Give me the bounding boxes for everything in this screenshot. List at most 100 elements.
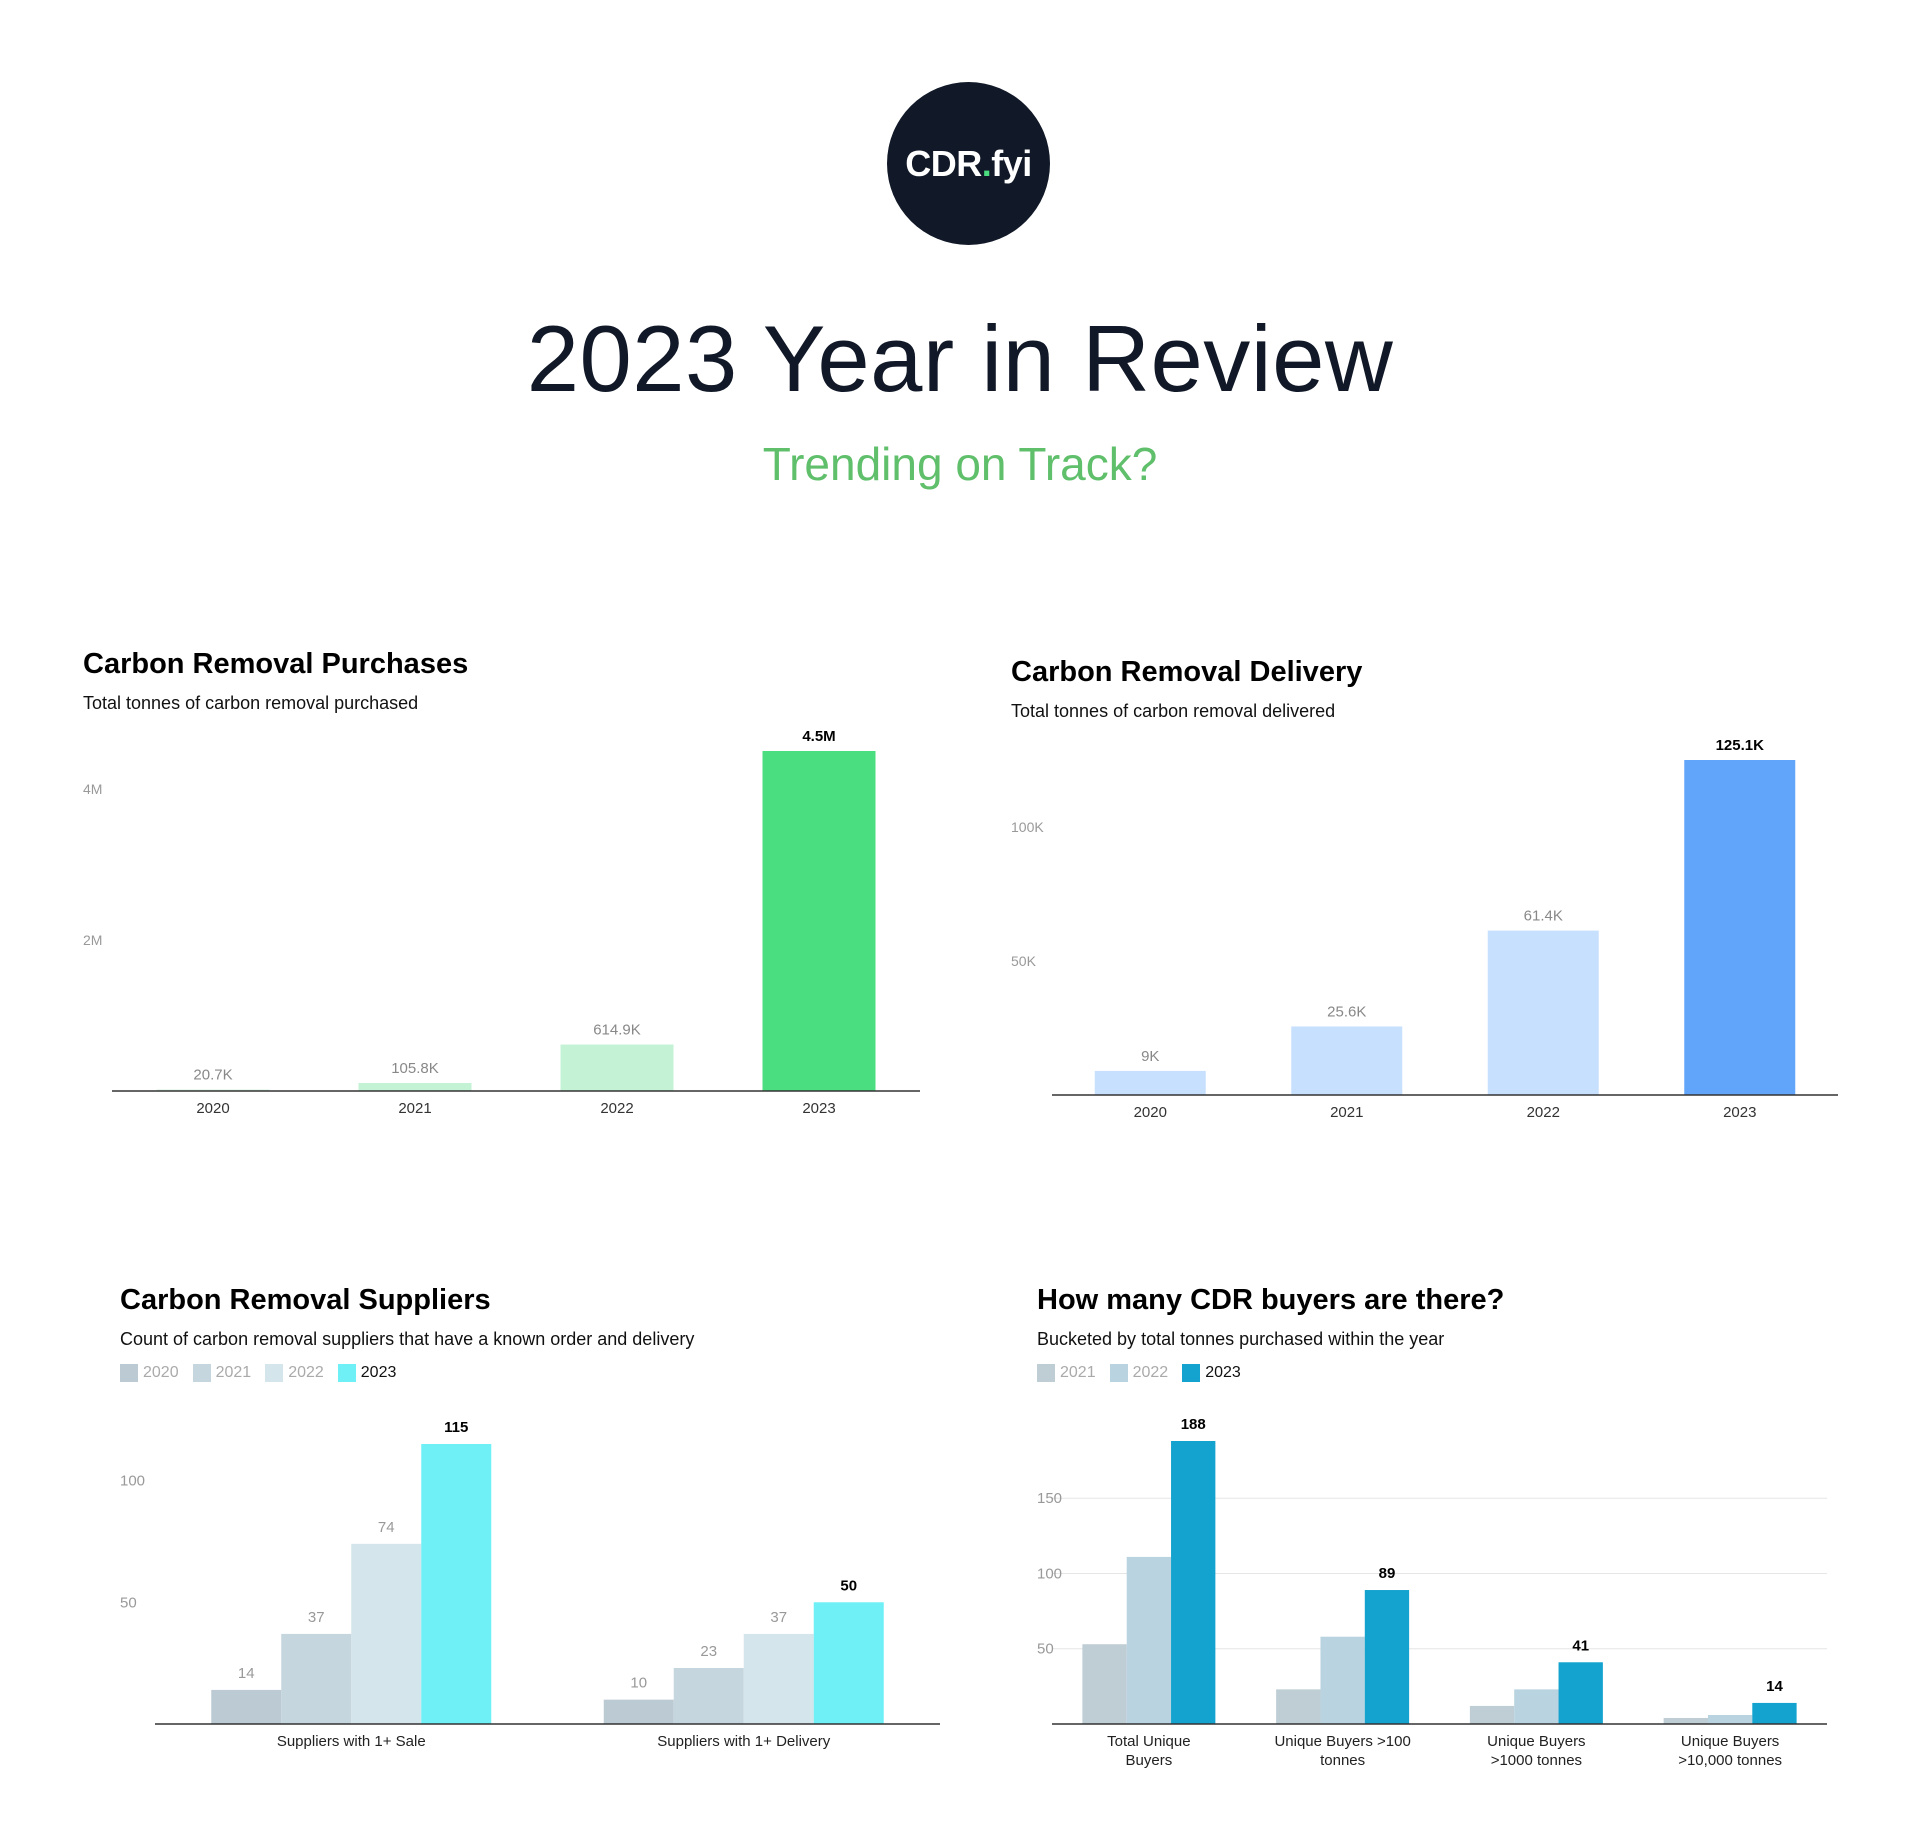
- buyers-x-tick-label: Unique Buyers >100 tonnes: [1274, 1733, 1410, 1769]
- logo-text-main: CDR: [905, 142, 982, 184]
- buyers-legend-item: 2023: [1182, 1364, 1241, 1382]
- buyers-legend-label: 2022: [1132, 1364, 1169, 1381]
- suppliers-x-tick-label: Suppliers with 1+ Delivery: [657, 1733, 830, 1750]
- buyers-bar: [1514, 1689, 1559, 1724]
- buyers-bar: [1126, 1556, 1172, 1724]
- buyers-x-tick-label: Unique Buyers >1000 tonnes: [1487, 1733, 1585, 1769]
- suppliers-bar: [211, 1689, 282, 1724]
- delivery-subtitle: Total tonnes of carbon removal delivered: [1011, 701, 1336, 721]
- suppliers-bar: [813, 1602, 884, 1724]
- purchases-subtitle: Total tonnes of carbon removal purchased: [83, 693, 419, 713]
- buyers-bar: [1707, 1714, 1753, 1724]
- buyers-legend: 2021 2022 2023: [1037, 1364, 1504, 1382]
- buyers-x-tick-label: Unique Buyers >10,000 tonnes: [1678, 1733, 1782, 1769]
- suppliers-legend-swatch: [265, 1364, 284, 1382]
- purchases-x-tick-label: 2020: [196, 1100, 229, 1117]
- suppliers-legend: 2020 2021 2022 2023: [120, 1364, 694, 1382]
- buyers-bar: [1276, 1689, 1321, 1724]
- purchases-bar: [560, 1044, 674, 1091]
- suppliers-panel: Carbon Removal Suppliers Count of carbon…: [120, 1284, 694, 1382]
- suppliers-data-label: 10: [630, 1675, 647, 1692]
- suppliers-legend-item: 2021: [192, 1364, 252, 1382]
- delivery-data-label: 61.4K: [1524, 908, 1563, 925]
- buyers-legend-label: 2021: [1060, 1364, 1096, 1381]
- buyers-bar: [1082, 1644, 1127, 1724]
- logo: CDR. fyi: [887, 82, 1050, 245]
- delivery-bar: [1291, 1026, 1403, 1095]
- suppliers-data-label: 14: [238, 1665, 255, 1682]
- suppliers-data-label: 50: [840, 1577, 857, 1594]
- delivery-x-tick-label: 2021: [1330, 1104, 1363, 1121]
- delivery-x-tick-label: 2022: [1527, 1104, 1560, 1121]
- suppliers-legend-label: 2021: [215, 1364, 252, 1381]
- suppliers-legend-swatch: [192, 1364, 211, 1382]
- buyers-bar: [1663, 1717, 1708, 1724]
- suppliers-legend-label: 2022: [288, 1364, 324, 1381]
- suppliers-bar: [673, 1668, 744, 1724]
- buyers-data-label: 14: [1766, 1678, 1783, 1695]
- purchases-bar: [156, 1089, 270, 1091]
- suppliers-data-label: 74: [378, 1519, 395, 1536]
- purchases-x-tick-label: 2021: [398, 1100, 431, 1117]
- purchases-title: Carbon Removal Purchases: [83, 648, 469, 680]
- buyers-legend-swatch: [1037, 1364, 1055, 1382]
- suppliers-x-tick-label: Suppliers with 1+ Sale: [277, 1733, 426, 1750]
- page-subtitle: Trending on Track?: [762, 438, 1158, 490]
- buyers-legend-label: 2023: [1205, 1364, 1241, 1381]
- buyers-legend-swatch: [1109, 1364, 1128, 1382]
- buyers-title: How many CDR buyers are there?: [1037, 1284, 1505, 1316]
- delivery-y-tick-label: 100K: [1011, 819, 1044, 835]
- delivery-y-tick-label: 50K: [1011, 953, 1037, 969]
- buyers-bar: [1171, 1441, 1216, 1724]
- purchases-data-label: 20.7K: [193, 1066, 232, 1083]
- delivery-bar: [1094, 1070, 1206, 1095]
- delivery-title: Carbon Removal Delivery: [1011, 656, 1363, 688]
- suppliers-data-label: 23: [700, 1643, 717, 1660]
- suppliers-subtitle: Count of carbon removal suppliers that h…: [120, 1329, 695, 1349]
- suppliers-legend-label: 2020: [143, 1364, 179, 1381]
- purchases-y-tick-label: 4M: [83, 781, 102, 797]
- suppliers-legend-swatch: [337, 1364, 356, 1382]
- suppliers-legend-item: 2022: [265, 1364, 324, 1382]
- suppliers-bar: [351, 1543, 422, 1724]
- logo-dot: .: [981, 142, 992, 184]
- buyers-y-tick-label: 150: [1037, 1490, 1062, 1507]
- delivery-panel: Carbon Removal Delivery Total tonnes of …: [1011, 656, 1362, 722]
- buyers-legend-item: 2021: [1037, 1364, 1096, 1382]
- suppliers-legend-item: 2023: [337, 1364, 397, 1382]
- purchases-panel: Carbon Removal Purchases Total tonnes of…: [83, 648, 468, 714]
- purchases-data-label: 614.9K: [593, 1022, 641, 1039]
- purchases-data-label: 105.8K: [391, 1060, 439, 1077]
- delivery-bar: [1487, 930, 1599, 1095]
- delivery-bar: [1684, 760, 1796, 1095]
- buyers-y-tick-label: 100: [1037, 1565, 1062, 1582]
- buyers-bar: [1320, 1636, 1365, 1724]
- delivery-data-label: 125.1K: [1716, 737, 1765, 754]
- suppliers-y-tick-label: 100: [120, 1473, 145, 1490]
- purchases-data-label: 4.5M: [802, 728, 835, 745]
- buyers-data-label: 89: [1379, 1565, 1396, 1582]
- suppliers-bar: [603, 1699, 674, 1724]
- suppliers-legend-swatch: [120, 1364, 138, 1382]
- suppliers-title: Carbon Removal Suppliers: [120, 1284, 491, 1316]
- suppliers-legend-label: 2023: [360, 1364, 397, 1381]
- purchases-x-tick-label: 2023: [802, 1100, 835, 1117]
- delivery-x-tick-label: 2020: [1134, 1104, 1167, 1121]
- suppliers-bar: [743, 1633, 814, 1724]
- buyers-data-label: 188: [1181, 1416, 1206, 1433]
- suppliers-bar: [281, 1633, 352, 1724]
- suppliers-data-label: 37: [770, 1609, 787, 1626]
- buyers-x-tick-label: Total Unique Buyers: [1107, 1733, 1190, 1769]
- buyers-subtitle: Bucketed by total tonnes purchased withi…: [1037, 1329, 1445, 1349]
- page-title: 2023 Year in Review: [526, 306, 1394, 411]
- logo-text-suffix: fyi: [991, 142, 1032, 184]
- delivery-data-label: 25.6K: [1327, 1003, 1366, 1020]
- suppliers-data-label: 115: [444, 1419, 468, 1436]
- buyers-panel: How many CDR buyers are there? Bucketed …: [1037, 1284, 1504, 1382]
- suppliers-y-tick-label: 50: [120, 1594, 137, 1611]
- buyers-legend-item: 2022: [1109, 1364, 1169, 1382]
